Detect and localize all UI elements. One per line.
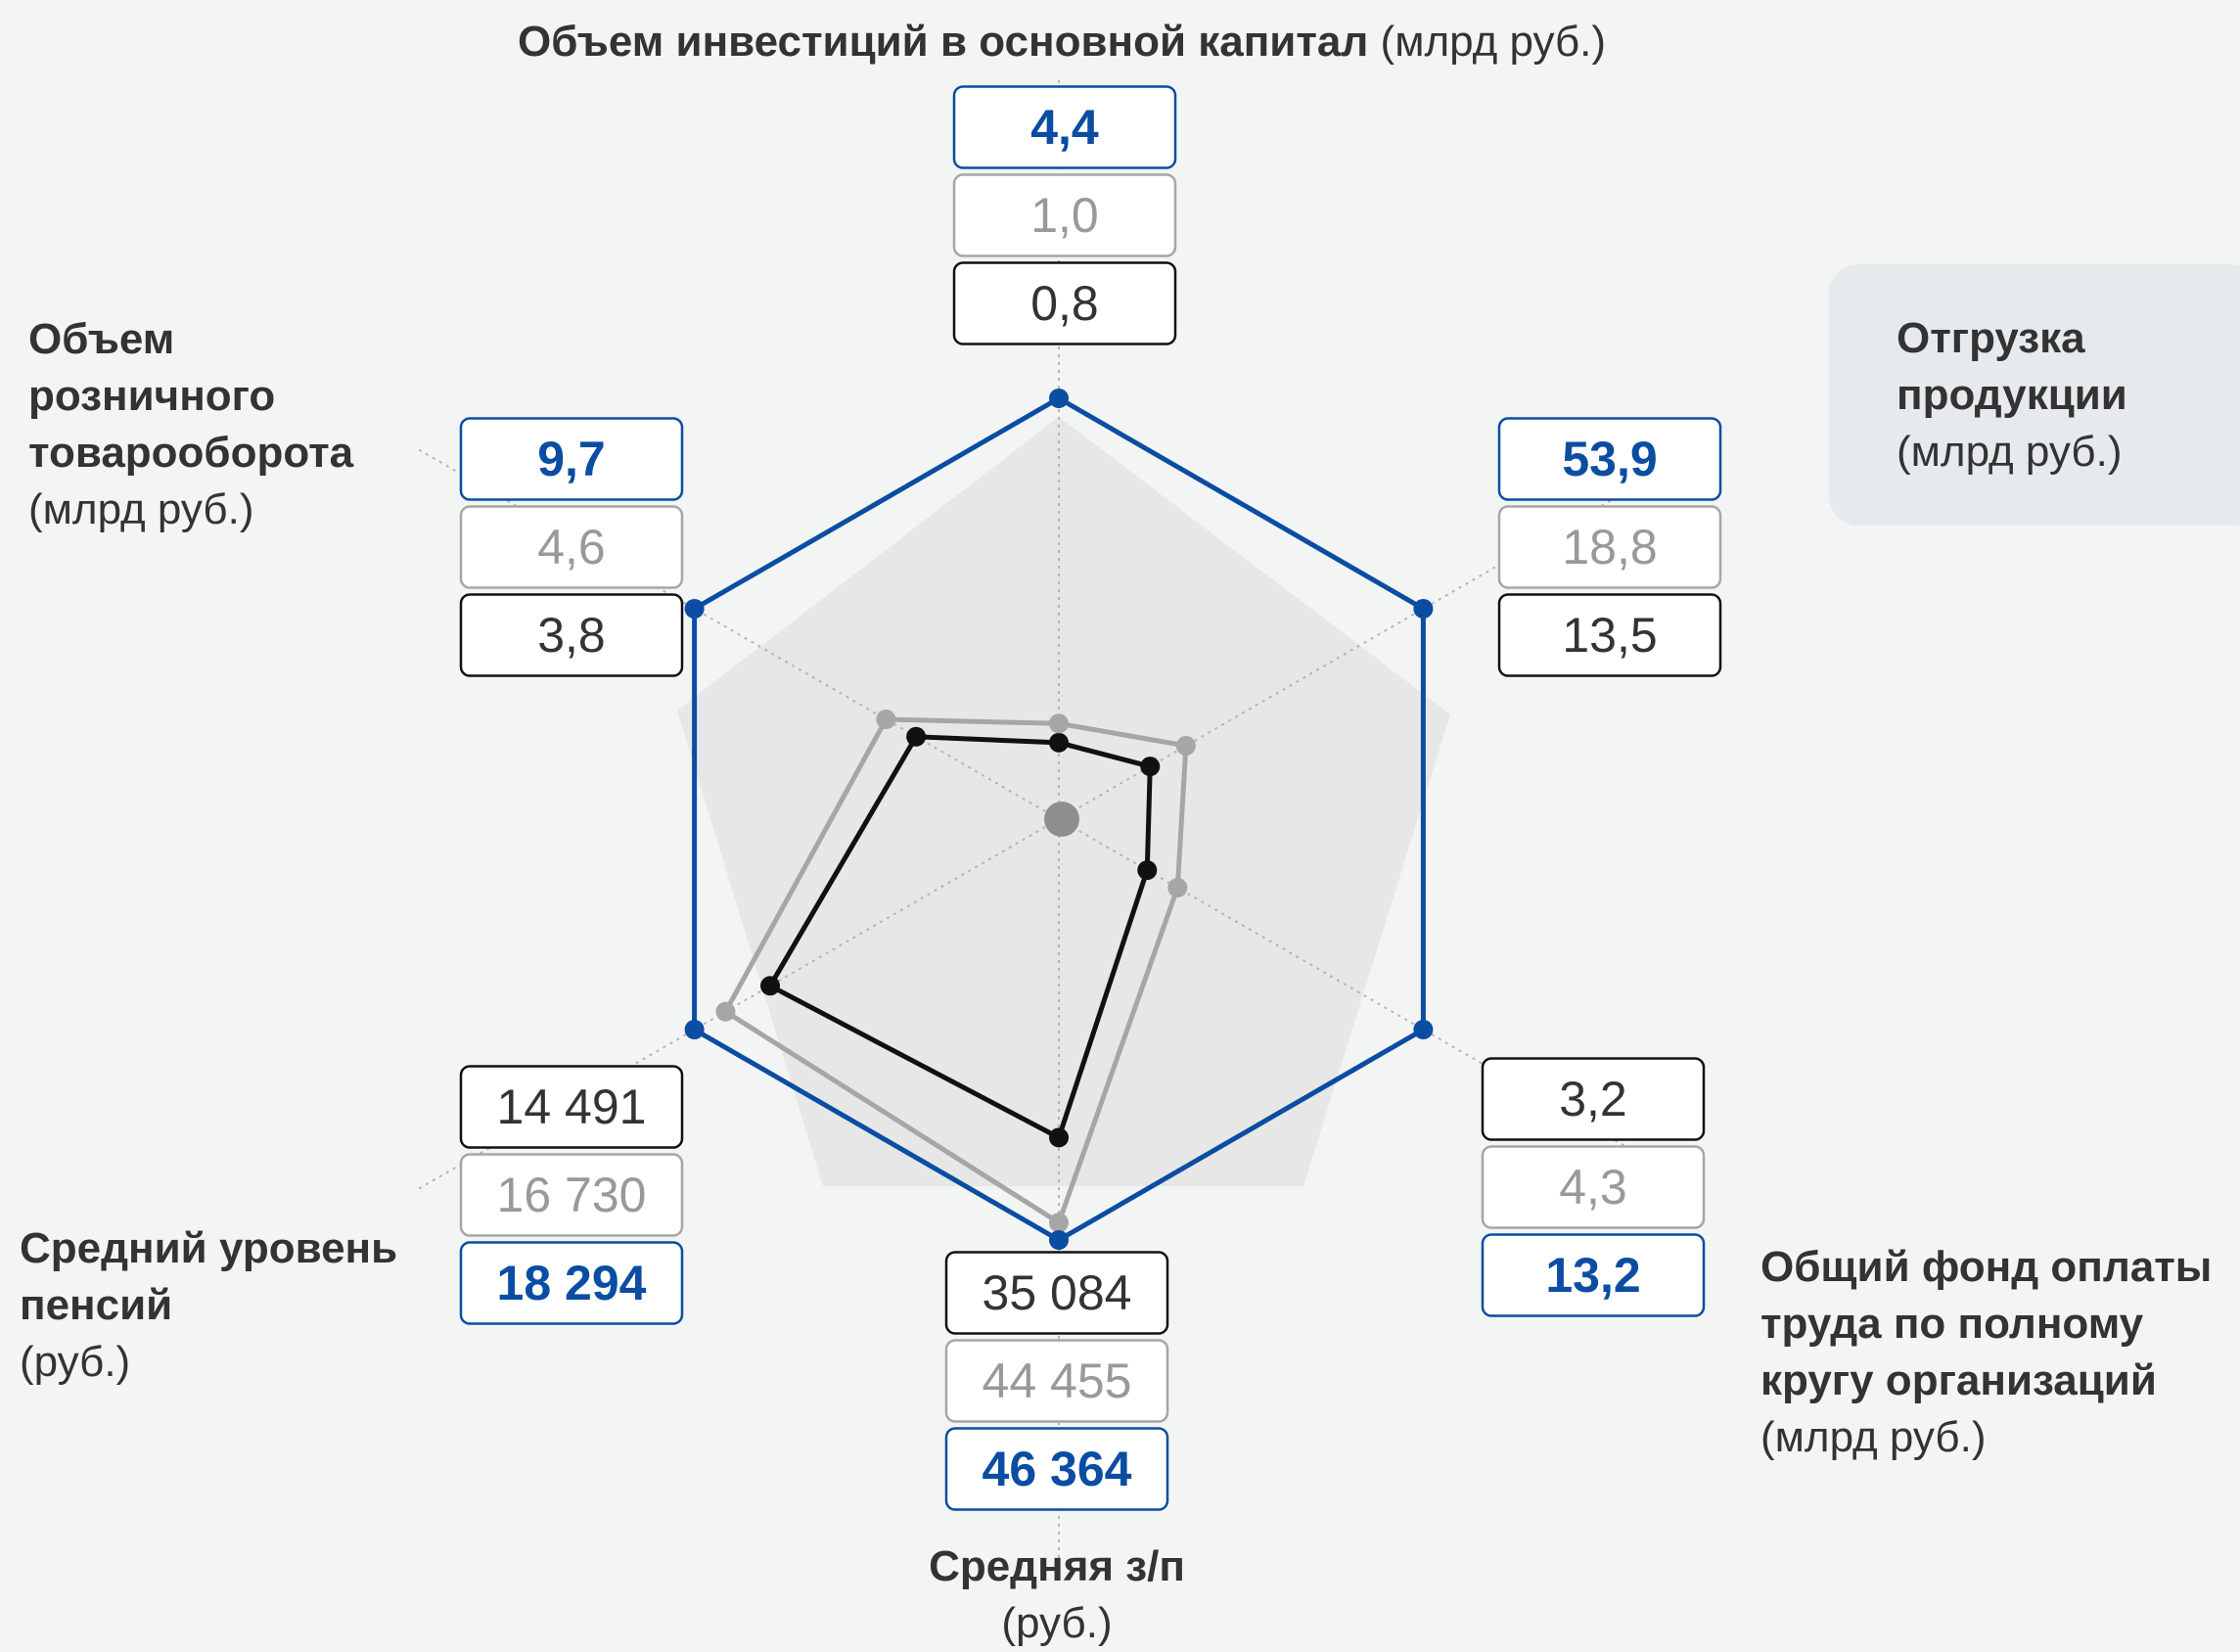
category-name: Отгрузка продукции [1897,314,2127,419]
category-name: Общий фонд оплаты труда по полному кругу… [1760,1243,2213,1404]
series-point [684,599,705,619]
series-point [1049,713,1069,734]
value-box [459,593,684,677]
value-box [944,1427,1169,1511]
legend-box [1829,264,2240,526]
category-label: Отгрузка продукции (млрд руб.) [1897,310,2190,481]
category-unit: (млрд руб.) [1380,18,1607,66]
category-label: Объем розничного товарооборота (млрд руб.… [28,311,400,538]
series-point [1049,1127,1069,1148]
value-label: 18,8 [1562,520,1657,574]
value-box [952,85,1177,169]
value-box [1481,1233,1706,1317]
value-label: 18 294 [497,1256,647,1310]
value-label: 1,0 [1030,188,1099,243]
series-point [906,726,927,747]
series-point [1140,757,1161,777]
series-point [1167,878,1188,898]
category-unit: (млрд руб.) [28,485,254,533]
value-box [1497,593,1722,677]
value-box [952,173,1177,257]
value-label: 13,2 [1545,1248,1640,1303]
value-box [952,261,1177,345]
value-box [1481,1057,1706,1141]
value-box [944,1339,1169,1423]
series-point [684,1020,705,1039]
category-unit: (млрд руб.) [1760,1413,1987,1461]
value-label: 16 730 [497,1168,647,1222]
category-unit: (руб.) [20,1338,131,1386]
series-point [1049,389,1069,408]
value-box [459,1065,684,1149]
value-box [459,417,684,501]
value-label: 14 491 [497,1079,647,1134]
value-label: 3,2 [1559,1072,1627,1126]
value-label: 0,8 [1030,276,1099,331]
category-label: Средний уровень пенсий (руб.) [20,1220,450,1391]
series-point [876,710,896,730]
value-box [944,1251,1169,1335]
category-unit: (млрд руб.) [1897,428,2123,476]
series-point [760,976,781,996]
category-name: Средняя з/п [929,1542,1185,1590]
series-point [1413,599,1434,619]
series-point [1175,736,1196,757]
value-label: 3,8 [537,608,606,663]
value-box [459,1241,684,1325]
value-label: 9,7 [537,432,606,486]
series-point [715,1001,736,1022]
value-label: 13,5 [1562,608,1657,663]
series-point [1049,1213,1069,1233]
series-point [1049,1230,1069,1250]
category-label: Объем инвестиций в основной капитал (млр… [391,14,1732,70]
category-name: Объем инвестиций в основной капитал [517,18,1369,66]
value-box [1497,417,1722,501]
value-label: 4,3 [1559,1160,1627,1215]
category-name: Объем розничного товарооборота [28,315,354,477]
series-point [1137,860,1158,881]
backdrop-pentagon [677,417,1450,1186]
category-name: Средний уровень пенсий [20,1224,398,1329]
value-label: 44 455 [983,1354,1132,1408]
value-label: 4,6 [537,520,606,574]
category-unit: (руб.) [1001,1599,1113,1647]
category-label: Общий фонд оплаты труда по полному кругу… [1760,1239,2240,1466]
series-point [1049,732,1069,753]
value-box [459,1153,684,1237]
value-label: 35 084 [983,1265,1132,1320]
value-box [459,505,684,589]
value-box [1497,505,1722,589]
value-label: 46 364 [983,1442,1132,1496]
value-label: 4,4 [1030,100,1099,155]
value-label: 53,9 [1562,432,1657,486]
series-point [1413,1020,1434,1039]
center-dot [1044,802,1079,837]
value-box [1481,1145,1706,1229]
category-label: Средняя з/п (руб.) [763,1538,1350,1652]
